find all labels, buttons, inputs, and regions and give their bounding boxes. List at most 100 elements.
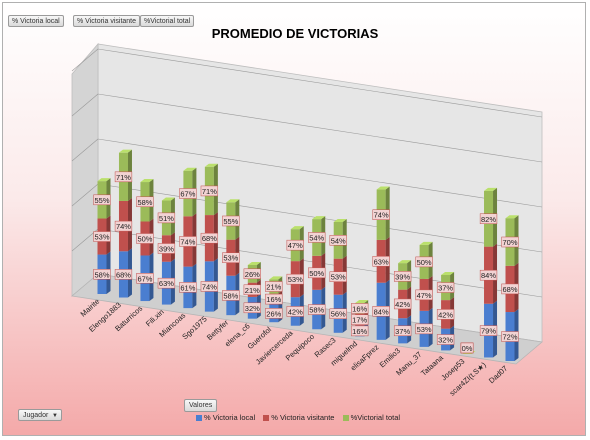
column-miguelmd: 16% 17% 16% xyxy=(351,299,369,337)
data-label-box xyxy=(222,252,240,263)
data-label-local-elisaFprez: 84% xyxy=(374,307,389,316)
data-label-box xyxy=(286,306,304,317)
category-label-Mairite: Mairite xyxy=(79,297,102,319)
column-Dad07: 72% 68% 70% xyxy=(501,215,519,361)
data-label-box xyxy=(243,284,261,296)
data-label-local-Sgo1975: 74% xyxy=(202,282,217,291)
data-label-local-Javiercerceda: 42% xyxy=(288,307,303,316)
data-label-box xyxy=(479,213,498,225)
data-label-local-Baturricos: 67% xyxy=(137,274,152,283)
bar-top-Fili.xin xyxy=(161,197,175,201)
data-label-visitante-Miancoas: 74% xyxy=(180,237,195,246)
data-label-total-Pequipoco: 54% xyxy=(309,233,324,242)
data-label-box xyxy=(93,269,111,280)
data-label-total-Sgo1975: 71% xyxy=(202,187,217,196)
column-Elengo1883: 68% 74% 71% xyxy=(114,149,133,298)
data-label-visitante-scar4ZI(t.S★): 84% xyxy=(481,271,496,280)
data-label-total-miguelmd: 16% xyxy=(352,304,367,313)
data-label-local-Miancoas: 61% xyxy=(180,283,195,292)
data-label-visitante-Bettyfer: 53% xyxy=(223,254,238,263)
data-label-total-Rasec3: 54% xyxy=(331,236,346,245)
data-label-box xyxy=(329,308,347,319)
data-label-local-miguelmd: 16% xyxy=(352,327,367,336)
data-label-total-Mairite: 55% xyxy=(94,196,109,205)
data-label-box xyxy=(243,268,261,280)
data-label-box xyxy=(179,236,197,247)
data-label-local-Pequipoco: 58% xyxy=(309,306,324,315)
data-label-visitante-Manu_37: 47% xyxy=(417,291,432,300)
bar-top-Tataana xyxy=(441,271,455,275)
data-label-box xyxy=(460,342,474,354)
data-label-box xyxy=(93,194,111,206)
data-label-total-Guerofol: 21% xyxy=(266,283,281,292)
data-label-local-Elengo1883: 68% xyxy=(116,270,131,279)
data-label-visitante-Pequipoco: 50% xyxy=(309,269,324,278)
data-label-box xyxy=(329,235,347,246)
data-label-box xyxy=(393,271,412,282)
data-label-box xyxy=(501,331,519,342)
field-button-victoria-total[interactable]: %Victorial total xyxy=(140,15,195,27)
plot-group: 58%53%55%Mairite68%74%71%Elengo188367%50… xyxy=(71,42,543,398)
bar-top-Sgo1975 xyxy=(204,163,218,167)
data-label-box xyxy=(114,220,133,232)
bar-top-Pequipoco xyxy=(312,216,326,220)
data-label-box xyxy=(157,243,176,254)
bar-top-Guerofol xyxy=(269,276,283,280)
data-label-local-Manu_37: 53% xyxy=(417,325,432,334)
jugador-filter-dropdown[interactable]: Jugador ▼ xyxy=(18,409,62,421)
data-label-box xyxy=(136,233,154,244)
data-label-local-Fili.xin: 63% xyxy=(159,279,174,288)
data-label-box xyxy=(222,215,240,227)
data-label-local-scar4ZI(t.S★): 79% xyxy=(481,327,496,336)
legend-swatch-local xyxy=(196,415,202,422)
gridline xyxy=(71,183,99,207)
data-label-total-Dad07: 70% xyxy=(502,238,517,247)
data-label-box xyxy=(351,325,369,337)
data-label-box xyxy=(265,308,283,319)
column-Pequipoco: 58% 50% 54% xyxy=(308,216,326,330)
legend-label-visitante: % Victoria visitante xyxy=(271,413,335,422)
data-label-box xyxy=(501,283,519,295)
bar-top-Elengo1883 xyxy=(118,149,132,153)
data-label-total-Tataana: 37% xyxy=(438,284,453,293)
column-Tataana: 32% 42% 37% xyxy=(436,271,455,351)
data-label-box xyxy=(436,282,455,293)
data-label-total-Bettyfer: 55% xyxy=(223,217,238,226)
column-elisaFprez: 84% 63% 74% xyxy=(372,186,390,340)
data-label-total-Elengo1883: 71% xyxy=(116,173,131,182)
bar-top-elisaFprez xyxy=(376,186,390,190)
bar-top-Bettyfer xyxy=(226,199,240,203)
legend-label-total: %Victorial total xyxy=(350,413,401,422)
data-label-visitante-elena_c6: 21% xyxy=(245,286,260,295)
gridline xyxy=(71,48,99,72)
data-label-box xyxy=(372,256,390,267)
data-label-visitante-Mairite: 53% xyxy=(94,233,109,242)
data-label-box xyxy=(93,231,111,242)
data-label-box xyxy=(308,304,326,315)
field-button-victoria-local[interactable]: % Victoria local xyxy=(8,15,64,27)
category-label-Dad07: Dad07 xyxy=(487,364,509,385)
data-label-total-Javiercerceda: 47% xyxy=(288,241,303,250)
bar-top-Emilio3 xyxy=(398,260,412,264)
data-label-local-Rasec3: 56% xyxy=(331,310,346,319)
category-label-Fili.xin: Fili.xin xyxy=(144,307,166,328)
values-field-button[interactable]: Valores xyxy=(184,399,218,412)
side-wall xyxy=(71,42,99,297)
data-label-box xyxy=(136,196,154,208)
data-label-box xyxy=(415,289,433,301)
field-button-victoria-visitante[interactable]: % Victoria visitante xyxy=(73,15,141,27)
data-label-box xyxy=(114,171,133,183)
chevron-down-icon: ▼ xyxy=(52,413,58,419)
data-label-total-Fili.xin: 51% xyxy=(159,214,174,223)
column-Mairite: 58% 53% 55% xyxy=(93,178,111,294)
data-label-visitante-Sgo1975: 68% xyxy=(202,234,217,243)
data-label-box xyxy=(372,209,390,220)
bar-top-Manu_37 xyxy=(419,241,433,245)
gridline xyxy=(97,48,543,118)
data-label-visitante-miguelmd: 17% xyxy=(352,316,367,325)
data-label-box xyxy=(501,236,519,248)
data-label-visitante-Guerofol: 16% xyxy=(266,295,281,304)
gridline xyxy=(97,93,543,163)
jugador-filter-label: Jugador xyxy=(23,412,49,419)
